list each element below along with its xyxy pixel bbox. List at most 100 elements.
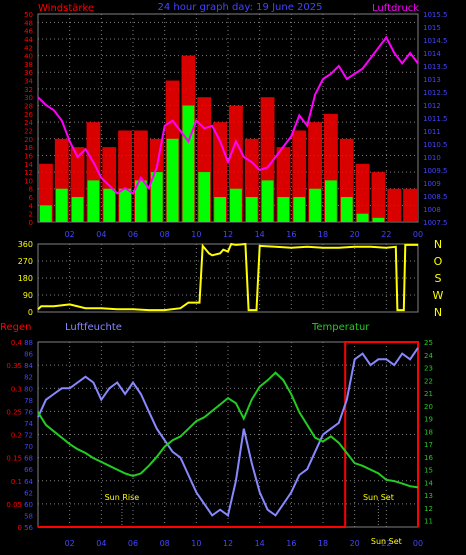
humidity-y-tick: 66 — [24, 466, 33, 474]
wind-y-tick: 42 — [24, 44, 33, 52]
wind-y-tick: 20 — [24, 136, 33, 144]
humidity-y-tick: 82 — [24, 374, 33, 382]
temperature-y-tick: 20 — [424, 403, 433, 411]
direction-compass-label: O — [434, 255, 443, 268]
humidity-y-tick: 68 — [24, 455, 33, 463]
wind-y-tick: 32 — [24, 86, 33, 94]
wind-avg-bar — [261, 180, 274, 222]
wind-gust-bar — [403, 188, 417, 222]
humidity-line — [37, 347, 419, 518]
humidity-y-tick: 76 — [24, 408, 33, 416]
wind-x-tick: 04 — [96, 230, 106, 239]
wind-avg-bar — [40, 205, 52, 222]
rain-y-tick: 0 — [18, 524, 22, 532]
direction-compass-label: W — [433, 289, 444, 302]
humidity-y-tick: 58 — [24, 512, 33, 520]
wind-y-tick: 6 — [29, 194, 34, 202]
direction-chart: 0 N 90 W 180 S 270 O 360 N — [18, 238, 444, 319]
wind-y-tick: 16 — [24, 152, 33, 160]
wind-y-tick: 28 — [24, 103, 33, 111]
wind-x-tick: 18 — [318, 230, 328, 239]
temperature-y-tick: 21 — [424, 390, 433, 398]
wind-y-tick: 26 — [24, 111, 33, 119]
pressure-line — [37, 35, 419, 195]
wind-x-tick: 16 — [286, 230, 296, 239]
wind-y-tick: 50 — [24, 11, 33, 19]
pressure-y-tick: 1009.5 — [423, 167, 448, 175]
temperature-y-tick: 25 — [424, 339, 433, 347]
rain-title: Regen — [0, 322, 32, 333]
humidity-y-tick: 56 — [24, 524, 33, 532]
temperature-y-tick: 14 — [424, 479, 433, 487]
pressure-title: Luftdruck — [372, 3, 419, 14]
wind-y-tick: 18 — [24, 144, 33, 152]
wind-y-tick: 48 — [24, 19, 33, 27]
climate-x-tick: 08 — [160, 539, 170, 548]
wind-avg-bar — [340, 197, 353, 222]
pressure-y-tick: 1009 — [423, 180, 441, 188]
wind-avg-bar — [198, 172, 211, 222]
climate-x-tick: 18 — [318, 539, 328, 548]
wind-avg-bar — [87, 180, 100, 222]
pressure-y-tick: 1012.5 — [423, 89, 448, 97]
humidity-y-tick: 70 — [24, 443, 33, 451]
wind-gust-bar — [387, 188, 402, 222]
climate-x-tick: 06 — [128, 539, 138, 548]
pressure-y-tick: 1007.5 — [423, 219, 448, 227]
temperature-y-tick: 24 — [424, 352, 433, 360]
humidity-y-tick: 74 — [24, 420, 33, 428]
humidity-y-tick: 80 — [24, 385, 33, 393]
direction-y-tick: 270 — [18, 257, 33, 266]
wind-x-tick: 08 — [160, 230, 170, 239]
temperature-title: Temperatur — [311, 322, 370, 333]
wind-x-tick: 02 — [65, 230, 75, 239]
wind-avg-bar — [103, 188, 116, 222]
wind-x-tick: 14 — [255, 230, 265, 239]
wind-avg-bar — [71, 197, 84, 222]
direction-y-tick: 180 — [18, 274, 33, 283]
rain-y-tick: 0.15 — [6, 455, 22, 463]
pressure-y-tick: 1008.5 — [423, 193, 448, 201]
wind-x-tick: 10 — [191, 230, 201, 239]
wind-avg-bar — [166, 138, 179, 222]
wind-avg-bar — [245, 197, 258, 222]
wind-avg-bar — [372, 217, 385, 222]
climate-x-tick: 10 — [191, 539, 201, 548]
pressure-y-tick: 1015.5 — [423, 11, 448, 19]
temperature-y-tick: 19 — [424, 416, 433, 424]
wind-y-tick: 46 — [24, 28, 33, 36]
climate-x-tick: 22 — [381, 539, 391, 548]
wind-y-tick: 36 — [24, 69, 33, 77]
wind-avg-bar — [150, 172, 163, 222]
wind-y-tick: 44 — [24, 36, 33, 44]
direction-y-tick: 0 — [28, 308, 33, 317]
temperature-y-tick: 17 — [424, 441, 433, 449]
wind-avg-bar — [309, 188, 321, 222]
graph-title: 24 hour graph day: 19 June 2025 — [158, 2, 323, 13]
pressure-y-tick: 1015 — [423, 24, 441, 32]
rain-y-tick: 0.3 — [11, 385, 22, 393]
climate-x-tick: 04 — [96, 539, 106, 548]
rain-y-tick: 0.25 — [6, 408, 22, 416]
direction-compass-label: S — [435, 272, 442, 285]
rain-y-tick: 0.2 — [11, 432, 22, 440]
wind-avg-bar — [214, 197, 226, 222]
wind-avg-bar — [356, 213, 369, 222]
wind-gust-bar — [355, 163, 370, 222]
pressure-y-tick: 1014.5 — [423, 37, 448, 45]
wind-y-tick: 14 — [24, 161, 33, 169]
humidity-y-tick: 84 — [24, 362, 33, 370]
climate-x-tick: 02 — [65, 539, 75, 548]
rain-y-tick: 0.05 — [6, 501, 22, 509]
wind-y-tick: 12 — [24, 169, 33, 177]
humidity-y-tick: 64 — [24, 478, 33, 486]
wind-chart: 0246810121416182022242628303234363840424… — [24, 11, 447, 239]
wind-avg-bar — [135, 180, 147, 222]
humidity-title: Luftfeuchte — [65, 322, 122, 333]
climate-x-tick: 12 — [223, 539, 233, 548]
pressure-y-tick: 1008 — [423, 206, 441, 214]
pressure-y-tick: 1012 — [423, 102, 441, 110]
wind-y-tick: 34 — [24, 78, 33, 86]
wind-x-tick: 22 — [381, 230, 391, 239]
wind-avg-bar — [119, 188, 131, 222]
